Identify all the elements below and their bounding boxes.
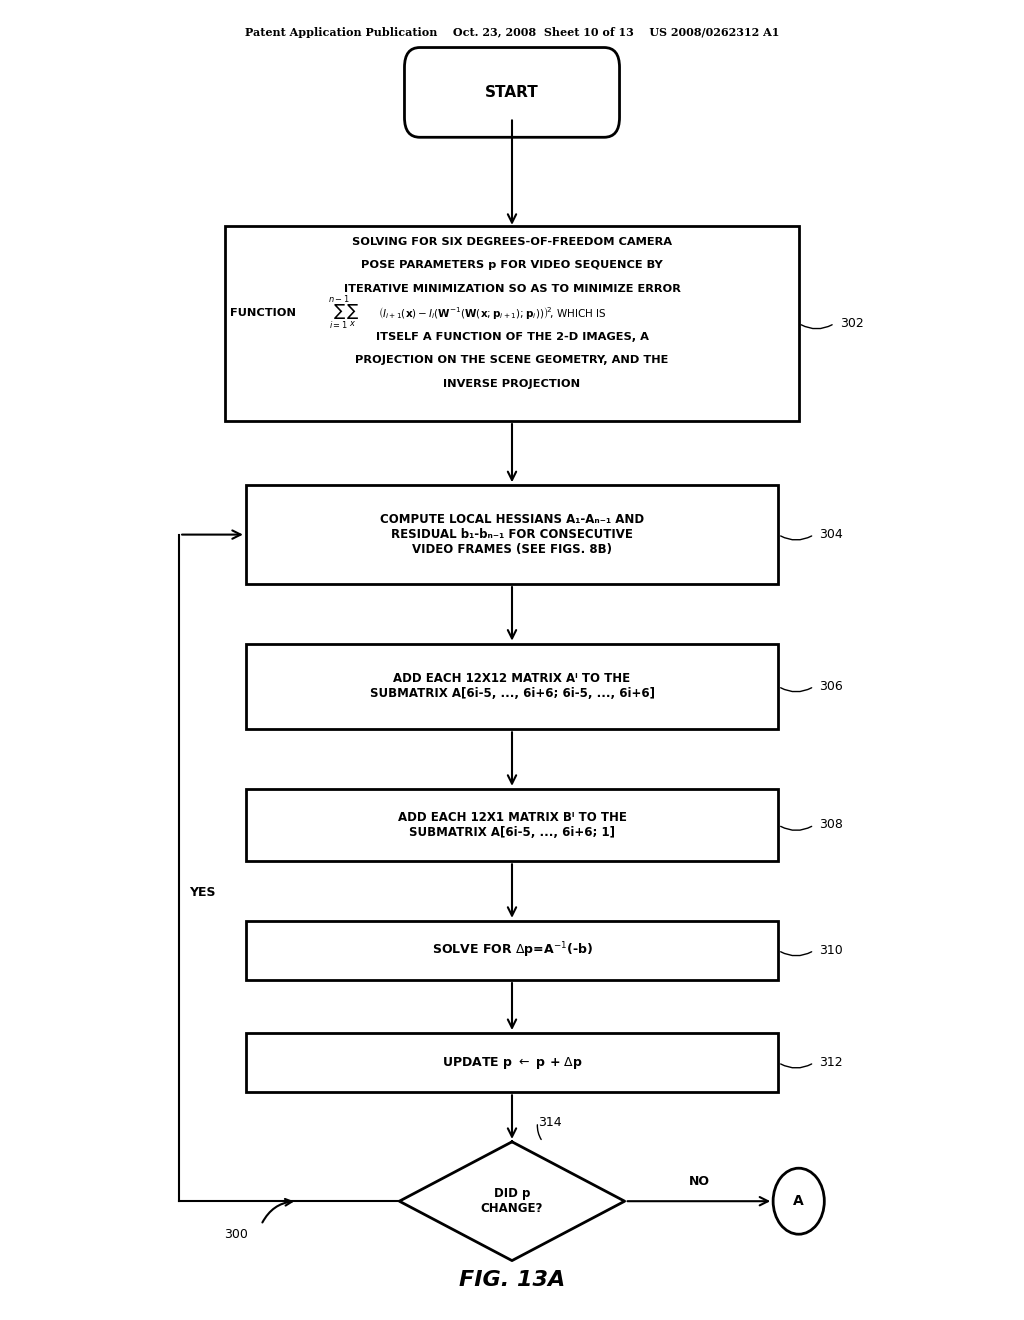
Text: ADD EACH 12X1 MATRIX Bᴵ TO THE
SUBMATRIX A[6i-5, ..., 6i+6; 1]: ADD EACH 12X1 MATRIX Bᴵ TO THE SUBMATRIX… xyxy=(397,810,627,840)
Text: 302: 302 xyxy=(840,317,863,330)
Text: NO: NO xyxy=(688,1175,710,1188)
Text: 306: 306 xyxy=(819,680,843,693)
FancyBboxPatch shape xyxy=(225,226,799,421)
FancyBboxPatch shape xyxy=(246,644,778,729)
FancyBboxPatch shape xyxy=(246,789,778,862)
Text: Patent Application Publication    Oct. 23, 2008  Sheet 10 of 13    US 2008/02623: Patent Application Publication Oct. 23, … xyxy=(245,28,779,38)
Text: FIG. 13A: FIG. 13A xyxy=(459,1270,565,1291)
Text: ITERATIVE MINIMIZATION SO AS TO MINIMIZE ERROR: ITERATIVE MINIMIZATION SO AS TO MINIMIZE… xyxy=(344,284,680,294)
Text: A: A xyxy=(794,1195,804,1208)
Text: 314: 314 xyxy=(538,1115,561,1129)
Text: 300: 300 xyxy=(223,1228,248,1241)
FancyBboxPatch shape xyxy=(404,48,620,137)
Text: PROJECTION ON THE SCENE GEOMETRY, AND THE: PROJECTION ON THE SCENE GEOMETRY, AND TH… xyxy=(355,355,669,366)
Text: START: START xyxy=(485,84,539,100)
Text: 304: 304 xyxy=(819,528,843,541)
Text: ITSELF A FUNCTION OF THE 2-D IMAGES, A: ITSELF A FUNCTION OF THE 2-D IMAGES, A xyxy=(376,331,648,342)
Text: ADD EACH 12X12 MATRIX Aᴵ TO THE
SUBMATRIX A[6i-5, ..., 6i+6; 6i-5, ..., 6i+6]: ADD EACH 12X12 MATRIX Aᴵ TO THE SUBMATRI… xyxy=(370,672,654,701)
Text: SOLVING FOR SIX DEGREES-OF-FREEDOM CAMERA: SOLVING FOR SIX DEGREES-OF-FREEDOM CAMER… xyxy=(352,236,672,247)
Text: $\!\left(I_{i+1}(\mathbf{x}) - I_i(\mathbf{W}^{-1}(\mathbf{W}(\mathbf{x};\mathbf: $\!\left(I_{i+1}(\mathbf{x}) - I_i(\math… xyxy=(379,305,607,321)
Text: 308: 308 xyxy=(819,818,843,832)
Text: DID p
CHANGE?: DID p CHANGE? xyxy=(481,1187,543,1216)
FancyBboxPatch shape xyxy=(246,486,778,583)
Text: FUNCTION: FUNCTION xyxy=(230,308,296,318)
Text: YES: YES xyxy=(189,886,216,899)
FancyBboxPatch shape xyxy=(246,921,778,979)
Text: SOLVE FOR $\Delta$p=A$^{-1}$(-b): SOLVE FOR $\Delta$p=A$^{-1}$(-b) xyxy=(431,941,593,960)
Text: POSE PARAMETERS p FOR VIDEO SEQUENCE BY: POSE PARAMETERS p FOR VIDEO SEQUENCE BY xyxy=(361,260,663,271)
Polygon shape xyxy=(399,1142,625,1261)
Text: $\sum_{i=1}^{n-1}\!\sum_{x}$: $\sum_{i=1}^{n-1}\!\sum_{x}$ xyxy=(328,294,359,331)
Text: UPDATE p $\leftarrow$ p + $\Delta$p: UPDATE p $\leftarrow$ p + $\Delta$p xyxy=(441,1055,583,1071)
FancyBboxPatch shape xyxy=(246,1032,778,1093)
Text: INVERSE PROJECTION: INVERSE PROJECTION xyxy=(443,379,581,389)
Text: 312: 312 xyxy=(819,1056,843,1069)
Circle shape xyxy=(773,1168,824,1234)
Text: COMPUTE LOCAL HESSIANS A₁-Aₙ₋₁ AND
RESIDUAL b₁-bₙ₋₁ FOR CONSECUTIVE
VIDEO FRAMES: COMPUTE LOCAL HESSIANS A₁-Aₙ₋₁ AND RESID… xyxy=(380,513,644,556)
Text: 310: 310 xyxy=(819,944,843,957)
